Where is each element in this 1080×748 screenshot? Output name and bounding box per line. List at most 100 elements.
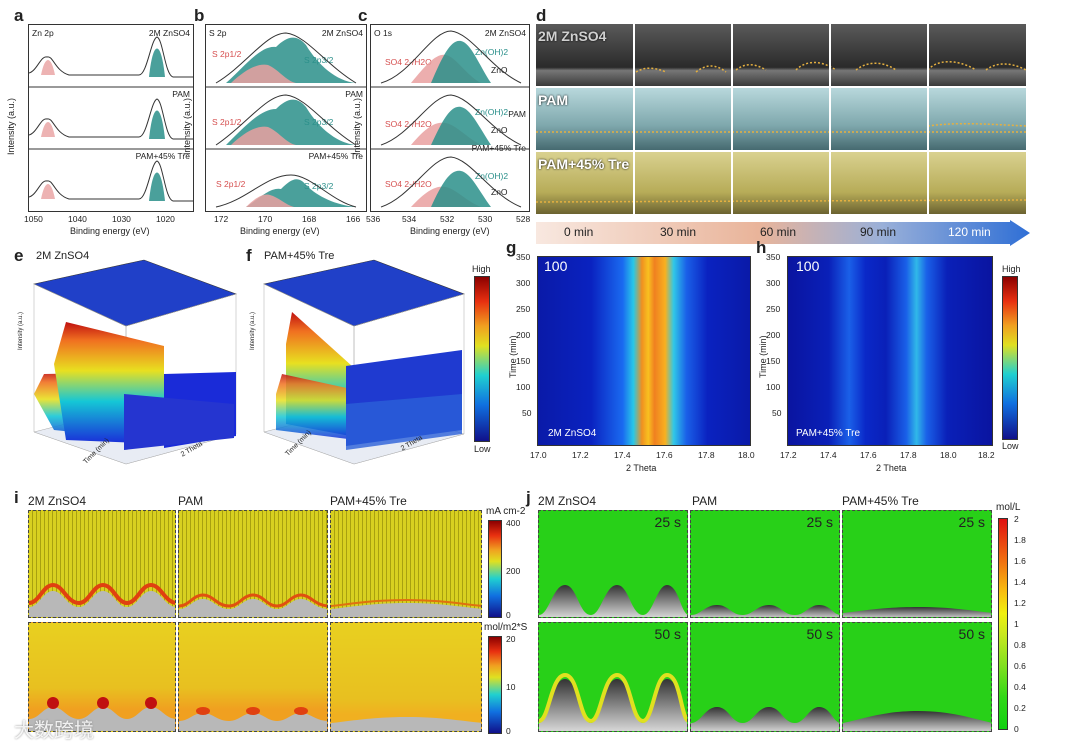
panel-g-ytick-3: 250	[516, 304, 531, 314]
panel-h-ytick-7: 50	[772, 408, 782, 418]
panel-c-letter: c	[358, 6, 368, 25]
panel-i-top-3	[330, 510, 482, 618]
panel-h-ytick-4: 200	[766, 330, 781, 340]
panel-i-bottom-colorbar	[488, 636, 502, 734]
panel-c-peak2-r3: Zn(OH)2	[475, 171, 509, 181]
panel-j-25s-3: 25 s	[842, 510, 992, 618]
panel-j-letter: j	[526, 488, 531, 507]
panel-h-xtick-4: 17.8	[900, 450, 917, 460]
panel-c-sample-2: PAM	[508, 109, 526, 119]
panel-a-sample-1: 2M ZnSO4	[148, 28, 190, 38]
panel-g-letter: g	[506, 238, 517, 257]
panel-h-ytick-5: 150	[766, 356, 781, 366]
panel-h-letter: h	[756, 238, 767, 257]
panel-a-ylabel: Intensity (a.u.)	[6, 97, 16, 155]
panel-b-peak2-r3: S 2p3/2	[304, 181, 334, 191]
panel-i-top-tick-1: 400	[506, 518, 521, 528]
watermark: 大数跨境	[14, 718, 94, 742]
panel-d-letter: d	[536, 6, 547, 25]
panel-g-ytick-6: 100	[516, 382, 531, 392]
panel-c-sample-1: 2M ZnSO4	[484, 28, 526, 38]
panel-h-corner: 100	[796, 258, 820, 274]
panel-d-time-4: 90 min	[860, 225, 897, 239]
panel-a-xtick-1: 1050	[24, 214, 43, 224]
panel-a-spectra	[29, 36, 193, 202]
panel-d-time-3: 60 min	[760, 225, 797, 239]
gh-colorbar	[1002, 276, 1018, 440]
panel-j-tick-7: 0.8	[1014, 640, 1026, 650]
panel-j-tick-8: 0.6	[1014, 661, 1026, 671]
panel-i-col-2: PAM	[178, 494, 204, 508]
panel-c-peak3-r2: ZnO	[491, 125, 508, 135]
panel-i-top-unit: mA cm-2	[486, 506, 526, 517]
panel-j-col-3: PAM+45% Tre	[842, 494, 919, 508]
panel-i-bottom-2	[178, 622, 328, 732]
panel-j-tick-4: 1.4	[1014, 577, 1026, 587]
panel-j-50s-1: 50 s	[538, 622, 688, 732]
panel-j-50s-2-time: 50 s	[806, 626, 833, 642]
panel-a-sample-2: PAM	[172, 89, 190, 99]
panel-j-25s-1-time: 25 s	[654, 514, 681, 530]
panel-b-peak1-r1: S 2p1/2	[212, 49, 242, 59]
panel-f-title: PAM+45% Tre	[264, 250, 335, 262]
panel-j-tick-6: 1	[1014, 619, 1019, 629]
panel-j-tick-1: 2	[1014, 514, 1019, 524]
panel-a-curve-2	[29, 98, 193, 140]
panel-g-ylabel: Time (min)	[508, 335, 518, 378]
panel-c-plot: O 1s 2M ZnSO4 PAM PAM+45% Tre SO4 2-/H2O…	[370, 24, 530, 212]
panel-j-25s-2-time: 25 s	[806, 514, 833, 530]
panel-i-bottom-tick-1: 20	[506, 634, 516, 644]
panel-a-xtick-2: 1040	[68, 214, 87, 224]
panel-h-ytick-1: 350	[766, 252, 781, 262]
panel-a-curve-3	[29, 160, 193, 202]
gh-scale-low: Low	[1002, 441, 1019, 451]
panel-i-bottom-tick-3: 0	[506, 726, 511, 736]
panel-g-xtick-1: 17.0	[530, 450, 547, 460]
panel-d-row-label-3: PAM+45% Tre	[538, 156, 630, 172]
panel-i-top-1	[28, 510, 176, 618]
panel-a-letter: a	[14, 6, 24, 25]
panel-j-tick-2: 1.8	[1014, 535, 1026, 545]
panel-j-25s-1: 25 s	[538, 510, 688, 618]
panel-i-top-tick-2: 200	[506, 566, 521, 576]
panel-c-xtick-1: 536	[366, 214, 381, 224]
panel-h-ylabel: Time (min)	[758, 335, 768, 378]
panel-e-3d-plot	[33, 259, 237, 465]
panel-c-xlabel: Binding energy (eV)	[410, 226, 490, 236]
panel-j-tick-11: 0	[1014, 724, 1019, 734]
ef-scale-high: High	[472, 264, 491, 274]
panel-d-row-label-1: 2M ZnSO4	[538, 28, 607, 44]
panel-h-ytick-3: 250	[766, 304, 781, 314]
panel-b-xtick-2: 170	[258, 214, 273, 224]
panel-e-title: 2M ZnSO4	[36, 250, 90, 262]
panel-g-xtick-4: 17.6	[656, 450, 673, 460]
panel-e-letter: e	[14, 246, 24, 265]
panel-j-unit: mol/L	[996, 502, 1021, 513]
panel-h-xtick-1: 17.2	[780, 450, 797, 460]
panel-a-curve-1	[29, 36, 193, 78]
panel-a-xlabel: Binding energy (eV)	[70, 226, 150, 236]
panel-b-xtick-3: 168	[302, 214, 317, 224]
panel-i-bottom-1	[28, 622, 176, 732]
panel-i-col-3: PAM+45% Tre	[330, 494, 407, 508]
panel-b-ylabel: Intensity (a.u.)	[182, 97, 192, 155]
panel-c-spectra	[371, 30, 529, 208]
panel-h-ytick-6: 100	[766, 382, 781, 392]
panel-e-zlabel: Intensity (a.u.)	[18, 311, 24, 350]
panel-a-sample-3: PAM+45% Tre	[135, 151, 190, 161]
panel-b-spectra	[206, 32, 366, 208]
panel-c-peak1-r1: SO4 2-/H2O	[385, 57, 432, 67]
panel-h-ytick-2: 300	[766, 278, 781, 288]
panel-f-zlabel: Intensity (a.u.)	[250, 311, 256, 350]
panel-h-label: PAM+45% Tre	[796, 428, 861, 439]
panel-a-xtick-4: 1020	[156, 214, 175, 224]
panel-g-xtick-6: 18.0	[738, 450, 755, 460]
panel-i-top-tick-3: 0	[506, 610, 511, 620]
panel-j-50s-1-time: 50 s	[654, 626, 681, 642]
ef-colorbar	[474, 276, 490, 442]
panel-g-label: 2M ZnSO4	[548, 428, 597, 439]
panel-b-peak2-r1: S 2p3/2	[304, 55, 334, 65]
panel-g-corner: 100	[544, 258, 568, 274]
panel-d-time-5: 120 min	[948, 225, 991, 239]
panel-d-row-3-front	[536, 199, 1026, 203]
